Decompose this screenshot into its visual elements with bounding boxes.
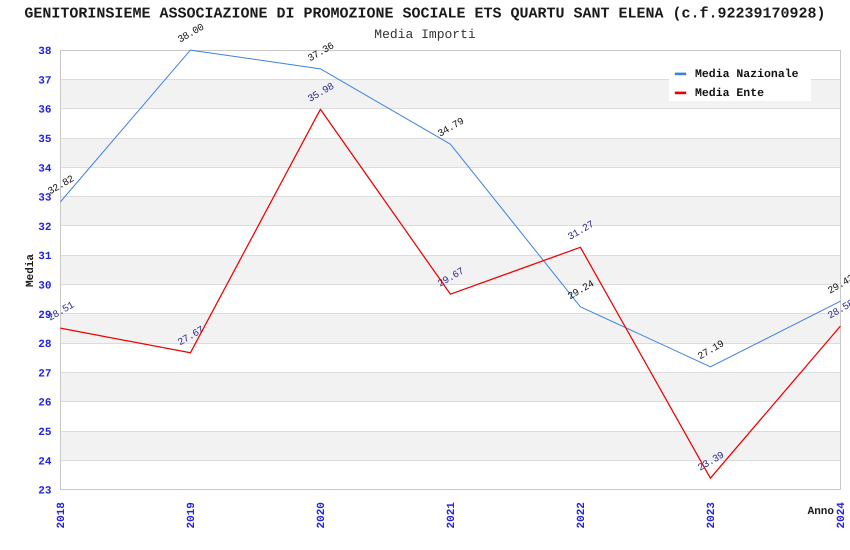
svg-text:2018: 2018 [56, 502, 68, 529]
svg-text:2020: 2020 [316, 502, 328, 528]
svg-text:36: 36 [38, 105, 51, 117]
svg-text:Media: Media [25, 254, 37, 287]
svg-text:37: 37 [38, 75, 51, 87]
svg-text:2021: 2021 [446, 502, 458, 529]
svg-text:38: 38 [38, 46, 52, 58]
svg-text:25: 25 [38, 427, 52, 439]
svg-text:32: 32 [38, 222, 51, 234]
svg-text:27: 27 [38, 368, 51, 380]
svg-text:33: 33 [38, 193, 52, 205]
svg-text:Media Importi: Media Importi [374, 27, 476, 42]
svg-text:Media Nazionale: Media Nazionale [695, 68, 799, 81]
svg-text:2024: 2024 [836, 502, 848, 529]
svg-text:24: 24 [38, 456, 52, 468]
svg-text:29: 29 [38, 310, 51, 322]
svg-text:31: 31 [38, 251, 52, 263]
svg-text:34: 34 [38, 163, 52, 175]
svg-text:26: 26 [38, 398, 51, 410]
svg-text:23: 23 [38, 486, 52, 498]
svg-text:GENITORINSIEME ASSOCIAZIONE DI: GENITORINSIEME ASSOCIAZIONE DI PROMOZION… [24, 6, 825, 23]
svg-text:2023: 2023 [706, 502, 718, 529]
svg-text:Media Ente: Media Ente [695, 87, 764, 100]
svg-text:35: 35 [38, 134, 52, 146]
svg-text:30: 30 [38, 281, 51, 293]
svg-text:2022: 2022 [576, 502, 588, 528]
svg-text:2019: 2019 [186, 502, 198, 528]
svg-text:28: 28 [38, 339, 52, 351]
svg-text:Anno: Anno [808, 506, 835, 518]
